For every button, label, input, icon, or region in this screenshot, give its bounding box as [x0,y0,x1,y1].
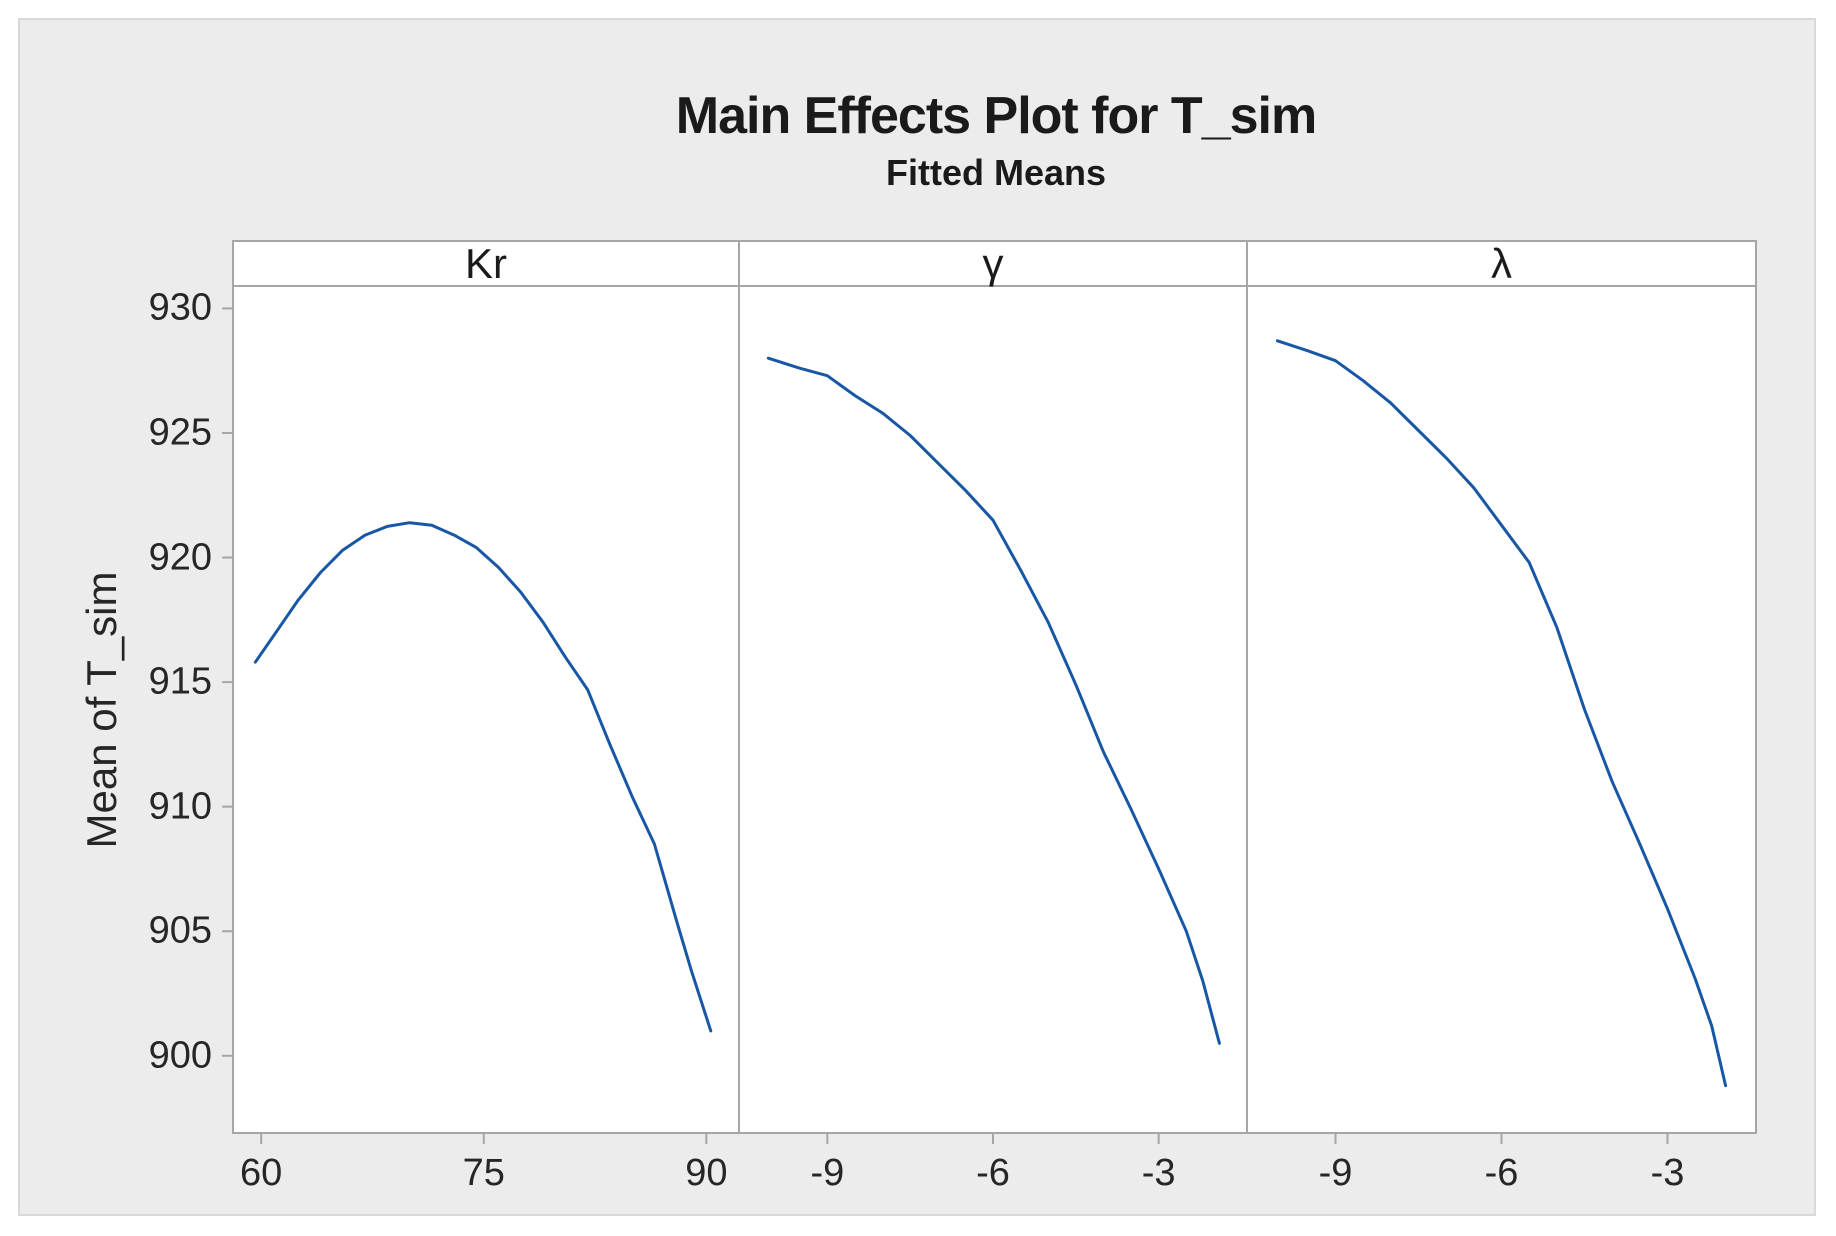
panel-header-gamma: γ [982,240,1004,287]
panel-header-box [1246,240,1757,287]
x-tick-label: 75 [462,1152,505,1194]
panels-plot [222,240,1757,1144]
chart-canvas: Main Effects Plot for T_sim Fitted Means… [18,18,1816,1216]
fitted-mean-curve [1275,339,1728,1088]
panel-header-lambda: λ [1491,240,1512,287]
x-tick-label: -6 [976,1152,1010,1194]
x-tick-label: -3 [1141,1152,1176,1194]
panel-plot-area [232,285,740,1134]
y-tick-label: 920 [148,536,212,579]
panel-plot-area [1246,285,1757,1134]
chart-subtitle: Fitted Means [885,152,1107,193]
fitted-mean-curve [766,356,1221,1045]
x-tick-label: -9 [1318,1152,1353,1194]
x-tick-label: -9 [810,1152,845,1194]
y-tick-label: 900 [148,1034,212,1077]
x-tick-label: 90 [685,1152,728,1194]
y-tick-label: 915 [148,660,212,703]
y-tick-label: 925 [148,411,212,454]
x-tick-label: 60 [240,1152,283,1194]
y-tick-label: 930 [148,286,212,329]
fitted-mean-curve [253,521,713,1033]
y-tick-label: 910 [148,785,212,828]
chart-title: Main Effects Plot for T_sim [675,87,1317,145]
y-tick-label: 905 [148,909,212,952]
panel-header-box [738,240,1248,287]
panel-header-kr: Kr [465,240,507,287]
x-tick-label: -6 [1484,1152,1519,1194]
panel-plot-area [738,285,1248,1134]
x-tick-label: -3 [1650,1152,1685,1194]
